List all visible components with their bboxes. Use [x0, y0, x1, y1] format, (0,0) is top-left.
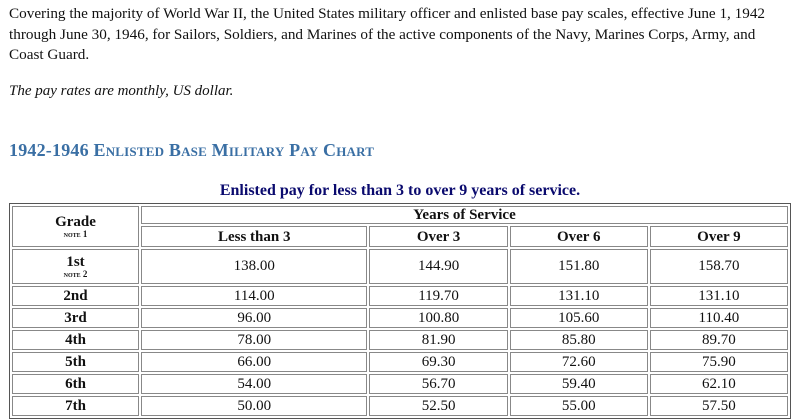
section-title: 1942-1946 Enlisted Base Military Pay Cha… [9, 140, 375, 160]
pay-value-cell: 131.10 [649, 286, 788, 306]
pay-value-cell: 62.10 [649, 374, 788, 394]
table-row: 3rd 96.00 100.80 105.60 110.40 [12, 308, 788, 328]
table-row: 4th 78.00 81.90 85.80 89.70 [12, 330, 788, 350]
pay-value-cell: 85.80 [509, 330, 648, 350]
grade-label: 1st [66, 253, 85, 270]
grade-label: 2nd [63, 287, 88, 304]
table-row: 7th 50.00 52.50 55.00 57.50 [12, 396, 788, 416]
grade-label: 3rd [64, 309, 87, 326]
enlisted-pay-table: Grade note 1 Years of Service Less than … [9, 203, 791, 419]
pay-value-cell: 50.00 [141, 396, 368, 416]
grade-cell: 5th [12, 352, 139, 372]
pay-value-cell: 72.60 [509, 352, 648, 372]
grade-header-label: Grade [55, 213, 96, 230]
pay-value-cell: 138.00 [141, 249, 368, 284]
pay-value-cell: 66.00 [141, 352, 368, 372]
pay-value-cell: 56.70 [369, 374, 508, 394]
grade-label: 7th [65, 397, 86, 414]
pay-value-cell: 114.00 [141, 286, 368, 306]
pay-value-cell: 158.70 [649, 249, 788, 284]
pay-value-cell: 96.00 [141, 308, 368, 328]
grade-header-note: note 1 [63, 228, 88, 239]
pay-value-cell: 89.70 [649, 330, 788, 350]
grade-label: 6th [65, 375, 86, 392]
pay-value-cell: 75.90 [649, 352, 788, 372]
grade-cell: 6th [12, 374, 139, 394]
table-row: 1st note 2 138.00 144.90 151.80 158.70 [12, 249, 788, 284]
pay-value-cell: 100.80 [369, 308, 508, 328]
pay-value-cell: 59.40 [509, 374, 648, 394]
column-header: Less than 3 [141, 226, 368, 247]
pay-value-cell: 54.00 [141, 374, 368, 394]
grade-cell: 2nd [12, 286, 139, 306]
table-row: 2nd 114.00 119.70 131.10 131.10 [12, 286, 788, 306]
grade-label: 5th [65, 353, 86, 370]
pay-rate-note: The pay rates are monthly, US dollar. [9, 83, 234, 99]
grade-cell: 4th [12, 330, 139, 350]
pay-value-cell: 81.90 [369, 330, 508, 350]
pay-value-cell: 78.00 [141, 330, 368, 350]
pay-value-cell: 105.60 [509, 308, 648, 328]
column-header: Over 6 [509, 226, 648, 247]
pay-value-cell: 119.70 [369, 286, 508, 306]
pay-value-cell: 110.40 [649, 308, 788, 328]
pay-value-cell: 151.80 [509, 249, 648, 284]
grade-note: note 2 [63, 268, 88, 279]
table-row: 6th 54.00 56.70 59.40 62.10 [12, 374, 788, 394]
column-header: Over 3 [369, 226, 508, 247]
pay-value-cell: 144.90 [369, 249, 508, 284]
pay-value-cell: 57.50 [649, 396, 788, 416]
pay-value-cell: 55.00 [509, 396, 648, 416]
grade-label: 4th [65, 331, 86, 348]
table-row: 5th 66.00 69.30 72.60 75.90 [12, 352, 788, 372]
pay-value-cell: 131.10 [509, 286, 648, 306]
grade-cell: 7th [12, 396, 139, 416]
pay-value-cell: 69.30 [369, 352, 508, 372]
column-header: Over 9 [649, 226, 788, 247]
pay-value-cell: 52.50 [369, 396, 508, 416]
grade-cell: 3rd [12, 308, 139, 328]
intro-paragraph: Covering the majority of World War II, t… [9, 5, 766, 63]
grade-header: Grade note 1 [12, 206, 139, 247]
years-of-service-header: Years of Service [141, 206, 788, 224]
grade-cell: 1st note 2 [12, 249, 139, 284]
table-caption: Enlisted pay for less than 3 to over 9 y… [219, 182, 581, 199]
